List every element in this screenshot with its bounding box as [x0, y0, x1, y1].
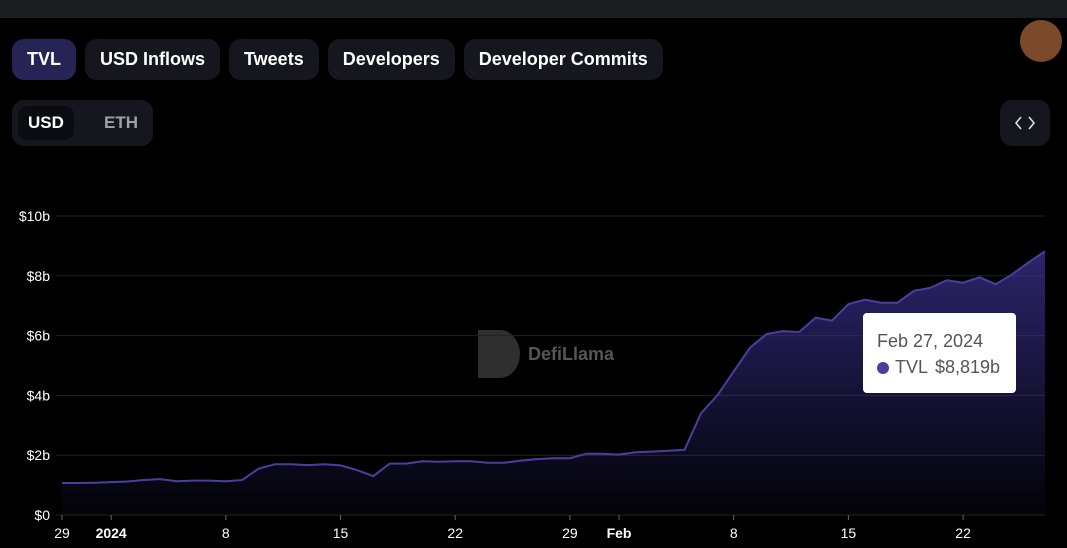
- y-tick-label: $0: [34, 507, 50, 523]
- tab-bar: TVL USD Inflows Tweets Developers Developer …: [12, 39, 663, 80]
- x-tick-label: 8: [222, 525, 230, 541]
- y-tick-label: $6b: [27, 328, 51, 344]
- top-bar: [0, 0, 1067, 18]
- y-tick-label: $8b: [27, 268, 51, 284]
- x-tick-label: 29: [562, 525, 578, 541]
- x-tick-label: Feb: [607, 525, 632, 541]
- x-tick-label: 15: [333, 525, 349, 541]
- x-tick-label: 2024: [96, 525, 127, 541]
- embed-button[interactable]: [1000, 100, 1050, 146]
- toggle-option[interactable]: ETH: [104, 113, 138, 132]
- currency-toggle: USD ETH: [12, 100, 153, 146]
- y-tick-label: $10b: [19, 208, 50, 224]
- watermark-logo: [478, 330, 520, 378]
- tooltip-marker: [877, 362, 889, 374]
- x-tick-label: 29: [54, 525, 70, 541]
- x-tick-label: 22: [447, 525, 463, 541]
- series-line: [62, 250, 1046, 484]
- tooltip-date: Feb 27, 2024: [877, 331, 984, 351]
- embed-icon: [1014, 116, 1036, 130]
- area-fill: [62, 251, 1045, 516]
- tooltip-series: TVL: [895, 357, 929, 377]
- y-tick-label: $2b: [27, 447, 51, 463]
- tab[interactable]: TVL: [12, 39, 76, 80]
- y-tick-label: $4b: [27, 387, 51, 403]
- x-tick-label: 8: [730, 525, 738, 541]
- x-tick-label: 22: [955, 525, 971, 541]
- toggle-option[interactable]: USD: [18, 106, 74, 140]
- tooltip-value: $8,819b: [935, 357, 1001, 377]
- watermark: DefiLlama: [528, 344, 615, 364]
- tab[interactable]: Tweets: [229, 39, 319, 80]
- avatar[interactable]: [1020, 20, 1062, 62]
- tooltip: Feb 27, 2024 TVL $8,819b: [863, 313, 1016, 393]
- x-tick-label: 15: [841, 525, 857, 541]
- tab[interactable]: USD Inflows: [85, 39, 221, 80]
- tab[interactable]: Developer Commits: [463, 39, 663, 80]
- tab[interactable]: Developers: [327, 39, 455, 80]
